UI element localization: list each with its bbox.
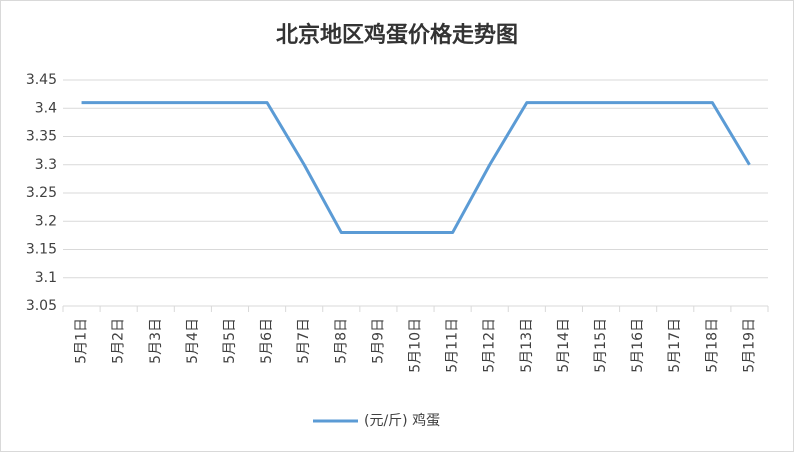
y-tick-label: 3.4 bbox=[35, 100, 57, 116]
chart-title: 北京地区鸡蛋价格走势图 bbox=[276, 22, 518, 48]
x-tick-label: 5月8日 bbox=[333, 318, 349, 364]
x-tick-label: 5月13日 bbox=[519, 318, 535, 373]
x-tick-label: 5月5日 bbox=[222, 318, 238, 364]
x-tick-label: 5月9日 bbox=[370, 318, 386, 364]
x-tick-label: 5月15日 bbox=[593, 318, 609, 373]
x-tick-label: 5月18日 bbox=[704, 318, 720, 373]
y-tick-label: 3.1 bbox=[35, 270, 57, 286]
data-line bbox=[81, 101, 751, 235]
x-tick-label: 5月7日 bbox=[296, 318, 312, 364]
y-tick-label: 3.3 bbox=[35, 157, 57, 173]
x-tick-label: 5月6日 bbox=[259, 318, 275, 364]
legend-label: (元/斤) 鸡蛋 bbox=[364, 412, 440, 429]
y-tick-label: 3.25 bbox=[26, 185, 57, 201]
x-tick-label: 5月2日 bbox=[111, 318, 127, 364]
y-tick-label: 3.2 bbox=[35, 213, 57, 229]
y-tick-label: 3.05 bbox=[26, 298, 57, 314]
x-tick-label: 5月17日 bbox=[667, 318, 683, 373]
x-tick-label: 5月10日 bbox=[408, 318, 424, 373]
x-tick-label: 5月3日 bbox=[148, 318, 164, 364]
y-tick-label: 3.15 bbox=[26, 242, 57, 258]
x-tick-label: 5月19日 bbox=[741, 318, 757, 373]
x-tick-label: 5月16日 bbox=[630, 318, 646, 373]
y-tick-label: 3.35 bbox=[26, 129, 57, 145]
x-tick-label: 5月4日 bbox=[185, 318, 201, 364]
x-tick-label: 5月12日 bbox=[482, 318, 498, 373]
x-tick-label: 5月1日 bbox=[74, 318, 90, 364]
x-tick-label: 5月11日 bbox=[445, 318, 461, 373]
x-tick-label: 5月14日 bbox=[556, 318, 572, 373]
y-tick-label: 3.45 bbox=[26, 72, 57, 88]
